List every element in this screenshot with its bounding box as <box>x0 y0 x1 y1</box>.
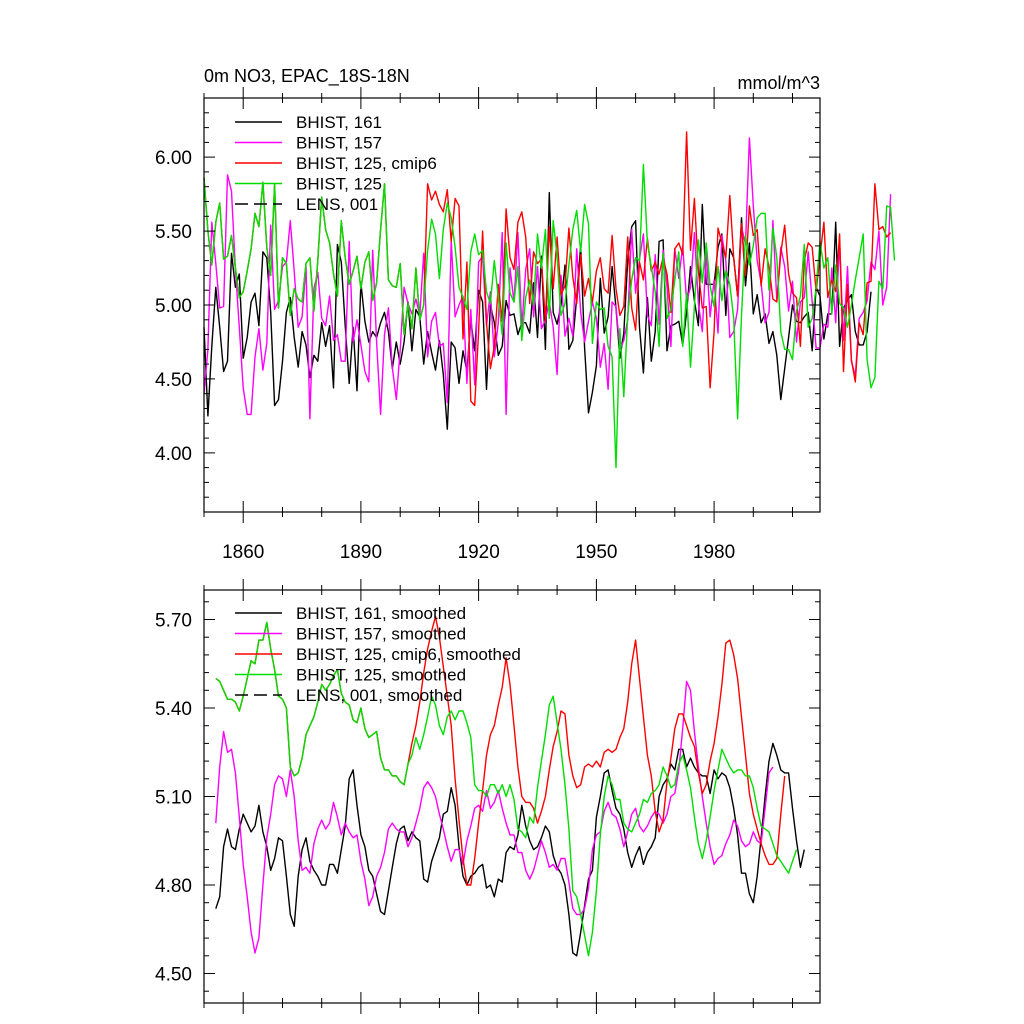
series-line-4 <box>203 163 896 469</box>
chart-title: 0m NO3, EPAC_18S-18N <box>204 66 410 87</box>
legend: BHIST, 161, smoothed BHIST, 157, smoothed… <box>235 604 521 705</box>
legend-label: BHIST, 125, cmip6, smoothed <box>296 645 521 664</box>
series-group <box>203 131 896 469</box>
x-tick-label: 1950 <box>575 542 617 563</box>
legend-label: BHIST, 125, smoothed <box>296 666 466 685</box>
y-tick-label: 5.40 <box>155 699 192 720</box>
y-tick-label: 5.10 <box>155 788 192 809</box>
x-tick-label: 1980 <box>693 542 735 563</box>
y-tick-label: 4.50 <box>155 965 192 986</box>
panel-1: 4.00 4.50 5.00 5.50 6.00 1860 1890 1920 1950 1980… <box>155 66 896 563</box>
series-line-1 <box>203 191 872 430</box>
x-tick-label: 1860 <box>222 542 264 563</box>
y-tick-label: 4.50 <box>155 370 192 391</box>
units-label: mmol/m^3 <box>738 73 820 93</box>
y-tick-label: 4.00 <box>155 444 192 465</box>
tick-marks <box>203 87 820 523</box>
legend-label: LENS, 001 <box>296 195 378 214</box>
legend-label: BHIST, 157 <box>296 134 382 153</box>
series-group <box>215 615 805 957</box>
y-tick-label: 5.50 <box>155 222 192 243</box>
legend-label: BHIST, 161, smoothed <box>296 604 466 623</box>
y-tick-label: 5.00 <box>155 296 192 317</box>
legend-label: BHIST, 125 <box>296 175 382 194</box>
panel-2: 4.50 4.80 5.10 5.40 5.70 BHIST, 161, smoothed… <box>155 579 821 1014</box>
x-tick-label: 1920 <box>458 542 500 563</box>
series-line-2 <box>215 680 774 954</box>
series-line-2 <box>203 137 892 420</box>
series-line-4 <box>215 621 798 957</box>
legend-label: LENS, 001, smoothed <box>296 686 462 705</box>
series-line-1 <box>215 742 805 957</box>
tick-marks <box>203 579 820 1014</box>
y-tick-label: 5.70 <box>155 611 192 632</box>
x-tick-label: 1890 <box>340 542 382 563</box>
legend-label: BHIST, 157, smoothed <box>296 625 466 644</box>
y-tick-label: 6.00 <box>155 148 192 169</box>
legend-label: BHIST, 161 <box>296 113 382 132</box>
y-tick-label: 4.80 <box>155 876 192 897</box>
legend-label: BHIST, 125, cmip6 <box>296 154 437 173</box>
